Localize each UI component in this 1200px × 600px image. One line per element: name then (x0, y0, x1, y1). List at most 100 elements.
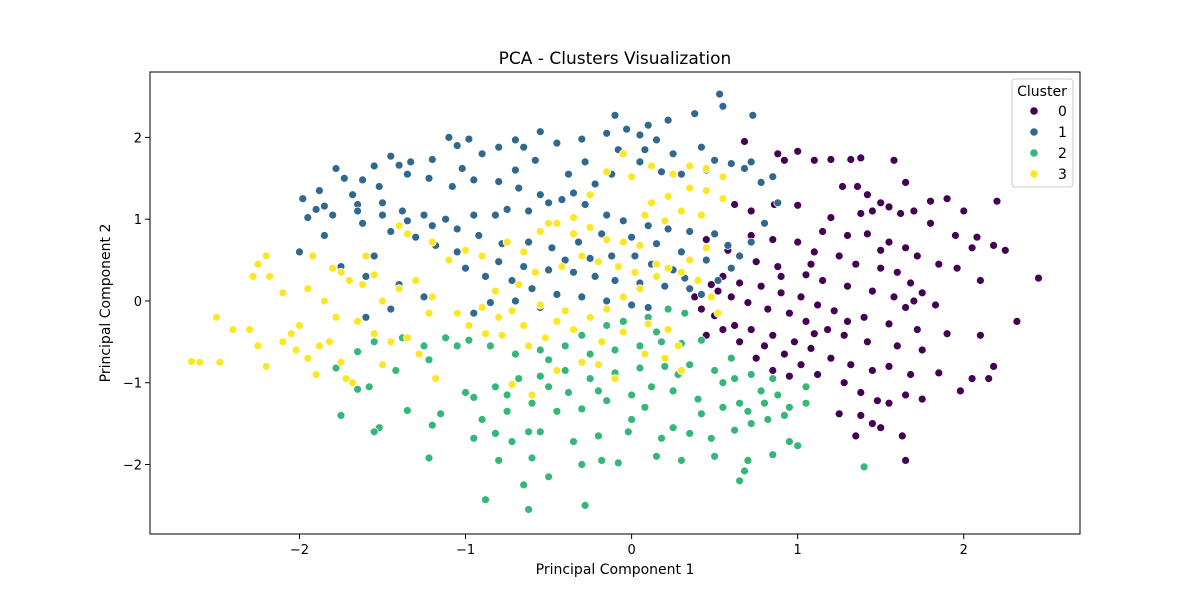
scatter-point-cluster-3 (497, 330, 507, 340)
scatter-point-cluster-1 (298, 194, 308, 204)
scatter-point-cluster-2 (577, 330, 587, 340)
scatter-point-cluster-3 (660, 216, 670, 226)
scatter-point-cluster-3 (602, 235, 612, 245)
scatter-point-cluster-1 (685, 284, 695, 294)
x-tick-label: −1 (456, 543, 475, 558)
scatter-point-cluster-0 (851, 259, 861, 269)
scatter-point-cluster-3 (278, 288, 288, 298)
scatter-point-cluster-3 (597, 337, 607, 347)
scatter-point-cluster-0 (801, 270, 811, 280)
scatter-point-cluster-0 (876, 198, 886, 208)
scatter-point-cluster-0 (868, 286, 877, 296)
scatter-point-cluster-1 (444, 132, 454, 142)
scatter-point-cluster-3 (630, 267, 640, 277)
scatter-point-cluster-0 (901, 303, 910, 312)
scatter-point-cluster-0 (843, 231, 852, 240)
scatter-point-cluster-2 (527, 453, 537, 463)
scatter-point-cluster-0 (768, 366, 778, 375)
scatter-point-cluster-0 (697, 304, 706, 314)
scatter-point-cluster-3 (228, 325, 238, 335)
scatter-point-cluster-0 (751, 257, 761, 267)
scatter-point-cluster-1 (447, 182, 457, 191)
scatter-point-cluster-2 (652, 327, 661, 337)
scatter-point-cluster-0 (934, 368, 944, 378)
scatter-point-cluster-1 (511, 165, 520, 175)
scatter-point-cluster-0 (740, 137, 749, 146)
scatter-point-cluster-1 (657, 167, 666, 177)
scatter-point-cluster-2 (502, 390, 512, 400)
scatter-point-cluster-1 (663, 224, 673, 234)
scatter-point-cluster-3 (552, 316, 562, 326)
scatter-point-cluster-3 (569, 229, 578, 239)
scatter-point-cluster-2 (594, 431, 603, 441)
scatter-point-cluster-1 (441, 214, 451, 224)
scatter-point-cluster-1 (622, 124, 631, 134)
scatter-point-cluster-1 (627, 232, 636, 242)
scatter-point-cluster-3 (713, 308, 723, 318)
scatter-point-cluster-1 (469, 308, 479, 318)
scatter-point-cluster-3 (348, 378, 358, 388)
scatter-point-cluster-1 (569, 267, 578, 277)
scatter-point-cluster-3 (585, 190, 595, 200)
scatter-point-cluster-0 (884, 398, 894, 408)
scatter-point-cluster-1 (406, 157, 416, 167)
scatter-point-cluster-2 (773, 390, 783, 400)
scatter-point-cluster-0 (809, 247, 819, 257)
scatter-point-cluster-2 (697, 335, 706, 345)
scatter-point-cluster-0 (951, 231, 960, 240)
scatter-point-cluster-0 (917, 394, 927, 404)
scatter-point-cluster-2 (768, 374, 778, 384)
scatter-point-cluster-3 (530, 267, 540, 277)
scatter-point-cluster-1 (602, 296, 612, 306)
scatter-point-cluster-2 (710, 366, 719, 375)
scatter-point-cluster-1 (295, 247, 304, 257)
scatter-point-cluster-1 (511, 296, 520, 306)
scatter-point-cluster-1 (580, 200, 590, 209)
scatter-point-cluster-3 (195, 357, 205, 367)
scatter-point-cluster-0 (856, 153, 866, 163)
scatter-point-cluster-1 (339, 173, 349, 183)
scatter-point-cluster-2 (801, 382, 811, 392)
scatter-point-cluster-3 (618, 292, 628, 302)
scatter-point-cluster-1 (494, 257, 504, 267)
y-tick-label: −2 (123, 458, 142, 473)
scatter-point-cluster-0 (856, 388, 866, 397)
scatter-point-cluster-3 (461, 245, 470, 255)
scatter-point-cluster-2 (552, 406, 562, 416)
scatter-point-cluster-2 (331, 363, 341, 373)
scatter-point-cluster-3 (361, 251, 371, 261)
scatter-point-cluster-3 (394, 221, 404, 231)
scatter-point-cluster-0 (989, 240, 998, 250)
scatter-point-cluster-2 (740, 466, 749, 476)
scatter-point-cluster-1 (610, 276, 620, 285)
scatter-point-cluster-0 (751, 353, 761, 363)
scatter-point-cluster-0 (909, 296, 919, 306)
scatter-point-cluster-2 (602, 396, 612, 406)
scatter-point-cluster-0 (912, 325, 922, 335)
scatter-point-cluster-2 (785, 402, 794, 412)
scatter-point-cluster-1 (630, 251, 640, 261)
scatter-point-cluster-1 (552, 138, 562, 148)
scatter-point-cluster-0 (839, 378, 849, 388)
scatter-point-cluster-3 (378, 296, 387, 306)
scatter-point-cluster-3 (627, 172, 636, 182)
scatter-point-cluster-0 (901, 177, 910, 187)
scatter-point-cluster-2 (502, 406, 512, 416)
scatter-point-cluster-0 (889, 155, 899, 165)
scatter-point-cluster-0 (796, 360, 806, 370)
scatter-point-cluster-2 (663, 304, 673, 314)
scatter-point-cluster-0 (892, 267, 902, 277)
scatter-point-cluster-2 (685, 428, 695, 438)
scatter-point-cluster-3 (303, 284, 313, 294)
scatter-point-cluster-2 (697, 409, 706, 419)
scatter-point-cluster-3 (663, 325, 673, 335)
scatter-point-cluster-3 (552, 366, 562, 375)
scatter-point-cluster-1 (564, 169, 573, 179)
scatter-point-cluster-1 (490, 210, 500, 220)
scatter-point-cluster-1 (452, 247, 462, 257)
scatter-point-cluster-3 (718, 194, 728, 204)
scatter-point-cluster-3 (677, 366, 686, 375)
scatter-point-cluster-3 (618, 149, 628, 159)
legend: Cluster 0 1 2 3 (1011, 78, 1074, 188)
scatter-point-cluster-1 (457, 164, 467, 173)
